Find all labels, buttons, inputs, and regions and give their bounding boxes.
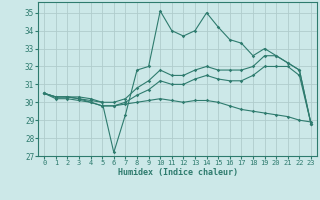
X-axis label: Humidex (Indice chaleur): Humidex (Indice chaleur) [118, 168, 238, 177]
